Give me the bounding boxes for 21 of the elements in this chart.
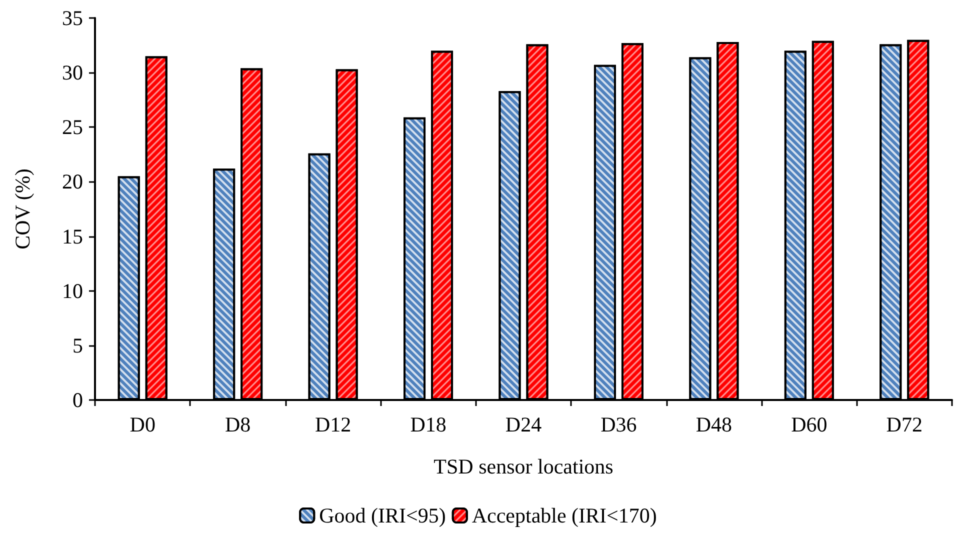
x-tick-label: D18 — [410, 412, 446, 436]
y-tick-label: 0 — [72, 388, 83, 412]
x-tick-label: D60 — [791, 412, 828, 436]
x-tick-label: D72 — [886, 412, 922, 436]
y-tick-label: 5 — [72, 333, 83, 358]
x-tick-label: D36 — [600, 412, 637, 436]
y-tick-label: 30 — [62, 60, 83, 85]
x-tick-label: D8 — [224, 412, 251, 436]
legend-label: Good (IRI<95) — [319, 504, 446, 528]
y-tick-label: 25 — [62, 115, 83, 140]
y-tick-label: 15 — [62, 224, 83, 248]
y-tick-label: 20 — [62, 170, 83, 194]
x-tick-label: D48 — [696, 412, 732, 436]
x-axis-title: TSD sensor locations — [434, 454, 614, 478]
y-tick-label: 35 — [62, 6, 83, 30]
y-tick-label: 10 — [62, 278, 83, 303]
x-tick-label: D24 — [505, 412, 542, 436]
x-tick-label: D12 — [314, 412, 352, 436]
legend-label: Acceptable (IRI<170) — [472, 504, 657, 528]
x-tick-label: D0 — [130, 412, 156, 436]
y-axis-title: COV (%) — [10, 168, 34, 250]
